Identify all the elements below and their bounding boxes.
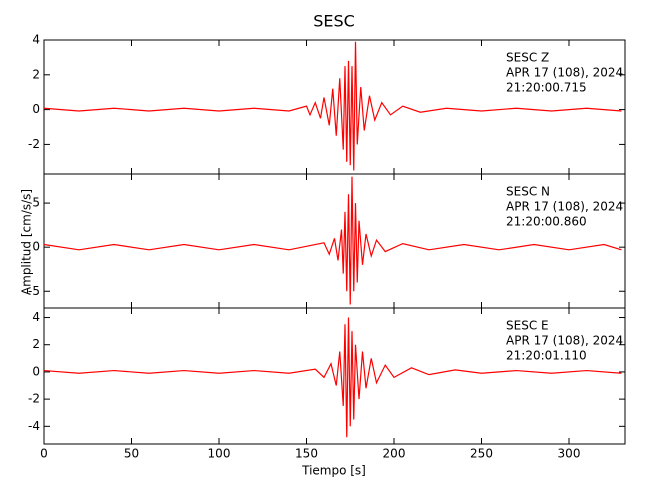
y-tick-label: 4 (32, 310, 40, 324)
x-tick-label: 300 (558, 447, 581, 461)
y-tick-label: 2 (32, 67, 40, 81)
annotation: APR 17 (108), 2024 (506, 66, 623, 80)
chart-title: SESC (313, 12, 355, 31)
annotation: 21:20:00.860 (506, 215, 587, 229)
y-tick-label: -4 (28, 419, 40, 433)
y-tick-label: 4 (32, 33, 40, 47)
waveform (43, 41, 622, 171)
annotation: APR 17 (108), 2024 (506, 334, 623, 348)
annotation: APR 17 (108), 2024 (506, 200, 623, 214)
x-tick-label: 50 (124, 447, 139, 461)
y-tick-label: 0 (32, 102, 40, 116)
waveform (43, 317, 622, 438)
y-tick-label: 5 (32, 196, 40, 210)
x-tick-label: 0 (40, 447, 48, 461)
waveform (43, 176, 622, 305)
x-tick-label: 150 (295, 447, 318, 461)
y-tick-label: 0 (32, 240, 40, 254)
annotation: SESC Z (506, 51, 549, 65)
y-axis-label: Amplitud [cm/s/s] (20, 189, 34, 295)
x-tick-label: 250 (470, 447, 493, 461)
panel-frame (43, 307, 626, 445)
annotation: SESC E (506, 319, 549, 333)
annotation: SESC N (506, 185, 550, 199)
y-tick-label: -5 (28, 284, 40, 298)
y-tick-label: 2 (32, 337, 40, 351)
y-tick-label: 0 (32, 364, 40, 378)
x-axis-label: Tiempo [s] (301, 464, 366, 478)
y-tick-label: -2 (28, 392, 40, 406)
annotation: 21:20:00.715 (506, 81, 587, 95)
x-tick-label: 200 (383, 447, 406, 461)
annotation: 21:20:01.110 (506, 349, 587, 363)
x-tick-label: 100 (208, 447, 231, 461)
y-tick-label: -2 (28, 137, 40, 151)
